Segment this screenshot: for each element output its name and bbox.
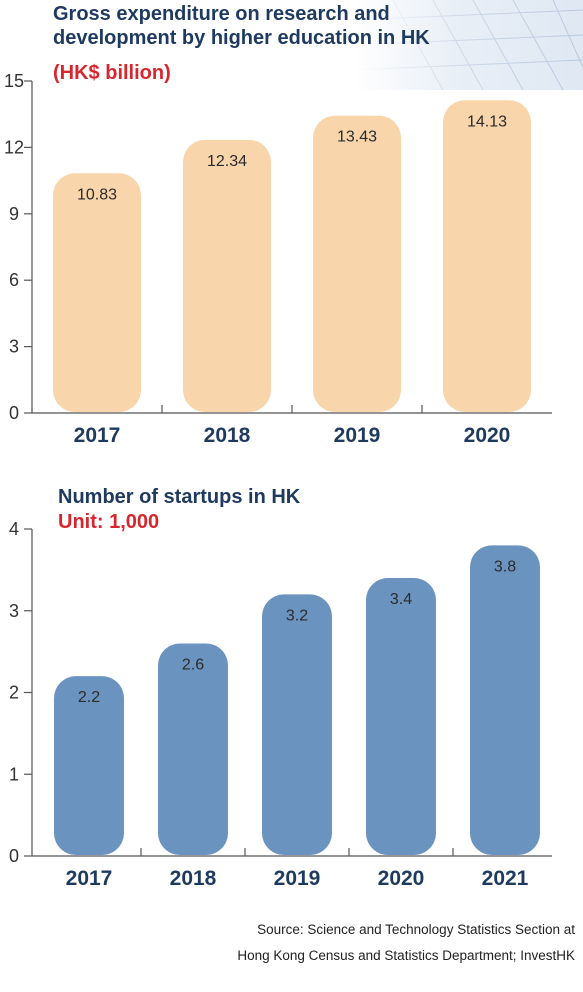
chart2-category-label: 2019 xyxy=(274,867,321,890)
chart2-value-label: 3.8 xyxy=(494,558,516,575)
chart2-bar-2020 xyxy=(366,578,436,855)
chart1-category-label: 2019 xyxy=(334,424,381,447)
chart2-value-label: 2.2 xyxy=(78,689,100,706)
chart2-y-tick-label: 1 xyxy=(9,764,19,784)
source-line-1: Source: Science and Technology Statistic… xyxy=(257,922,575,937)
chart2-category-label: 2017 xyxy=(66,867,113,890)
chart1-bar-2020 xyxy=(443,100,531,413)
chart2-bar-2021 xyxy=(470,545,540,855)
chart1-value-label: 12.34 xyxy=(207,153,247,170)
chart2-y-tick-label: 4 xyxy=(9,519,19,539)
chart1-bar-2018 xyxy=(183,139,271,412)
chart1-category-label: 2018 xyxy=(204,424,251,447)
chart1-category-label: 2017 xyxy=(74,424,121,447)
chart1-bar-2017 xyxy=(53,173,141,412)
chart2-bar-2018 xyxy=(158,643,228,855)
chart2-value-label: 3.2 xyxy=(286,607,308,624)
chart2-bar-2017 xyxy=(54,676,124,855)
chart1-y-tick-label: 9 xyxy=(9,204,19,224)
chart1-plot: 0 3 6 9 12 15 10.83 2017 12.34 2018 13.43 2019 14.13… xyxy=(4,71,552,447)
chart2-y-tick-label: 0 xyxy=(9,846,19,866)
chart1-y-tick-label: 12 xyxy=(4,137,24,157)
chart2-category-label: 2020 xyxy=(378,867,425,890)
chart2-y-tick-label: 2 xyxy=(9,683,19,703)
chart2-y-tick-label: 3 xyxy=(9,601,19,621)
chart1-value-label: 13.43 xyxy=(337,129,377,146)
chart1-y-tick-label: 3 xyxy=(9,337,19,357)
chart1-y-tick-label: 15 xyxy=(4,71,24,91)
chart2-value-label: 3.4 xyxy=(390,591,412,608)
chart2-plot: 0 1 2 3 4 2.2 2017 2.6 2018 3.2 2019 3.4 2020 3.8 2021 xyxy=(9,519,552,890)
source-line-2: Hong Kong Census and Statistics Departme… xyxy=(237,948,575,963)
chart2-value-label: 2.6 xyxy=(182,656,204,673)
chart2-bar-2019 xyxy=(262,594,332,855)
chart1-title-line1: Gross expenditure on research and xyxy=(53,3,390,25)
chart1-unit: (HK$ billion) xyxy=(53,62,171,84)
chart2-category-label: 2018 xyxy=(170,867,217,890)
chart2-title: Number of startups in HK xyxy=(58,486,301,508)
chart1-category-label: 2020 xyxy=(464,424,511,447)
chart1-bar-2019 xyxy=(313,115,401,413)
chart1-title-line2: development by higher education in HK xyxy=(53,27,430,49)
chart1-y-tick-label: 6 xyxy=(9,270,19,290)
chart1-y-tick-label: 0 xyxy=(9,403,19,423)
chart2-unit: Unit: 1,000 xyxy=(58,511,160,533)
chart1-value-label: 14.13 xyxy=(467,113,507,130)
chart2-category-label: 2021 xyxy=(482,867,529,890)
chart1-value-label: 10.83 xyxy=(77,186,117,203)
